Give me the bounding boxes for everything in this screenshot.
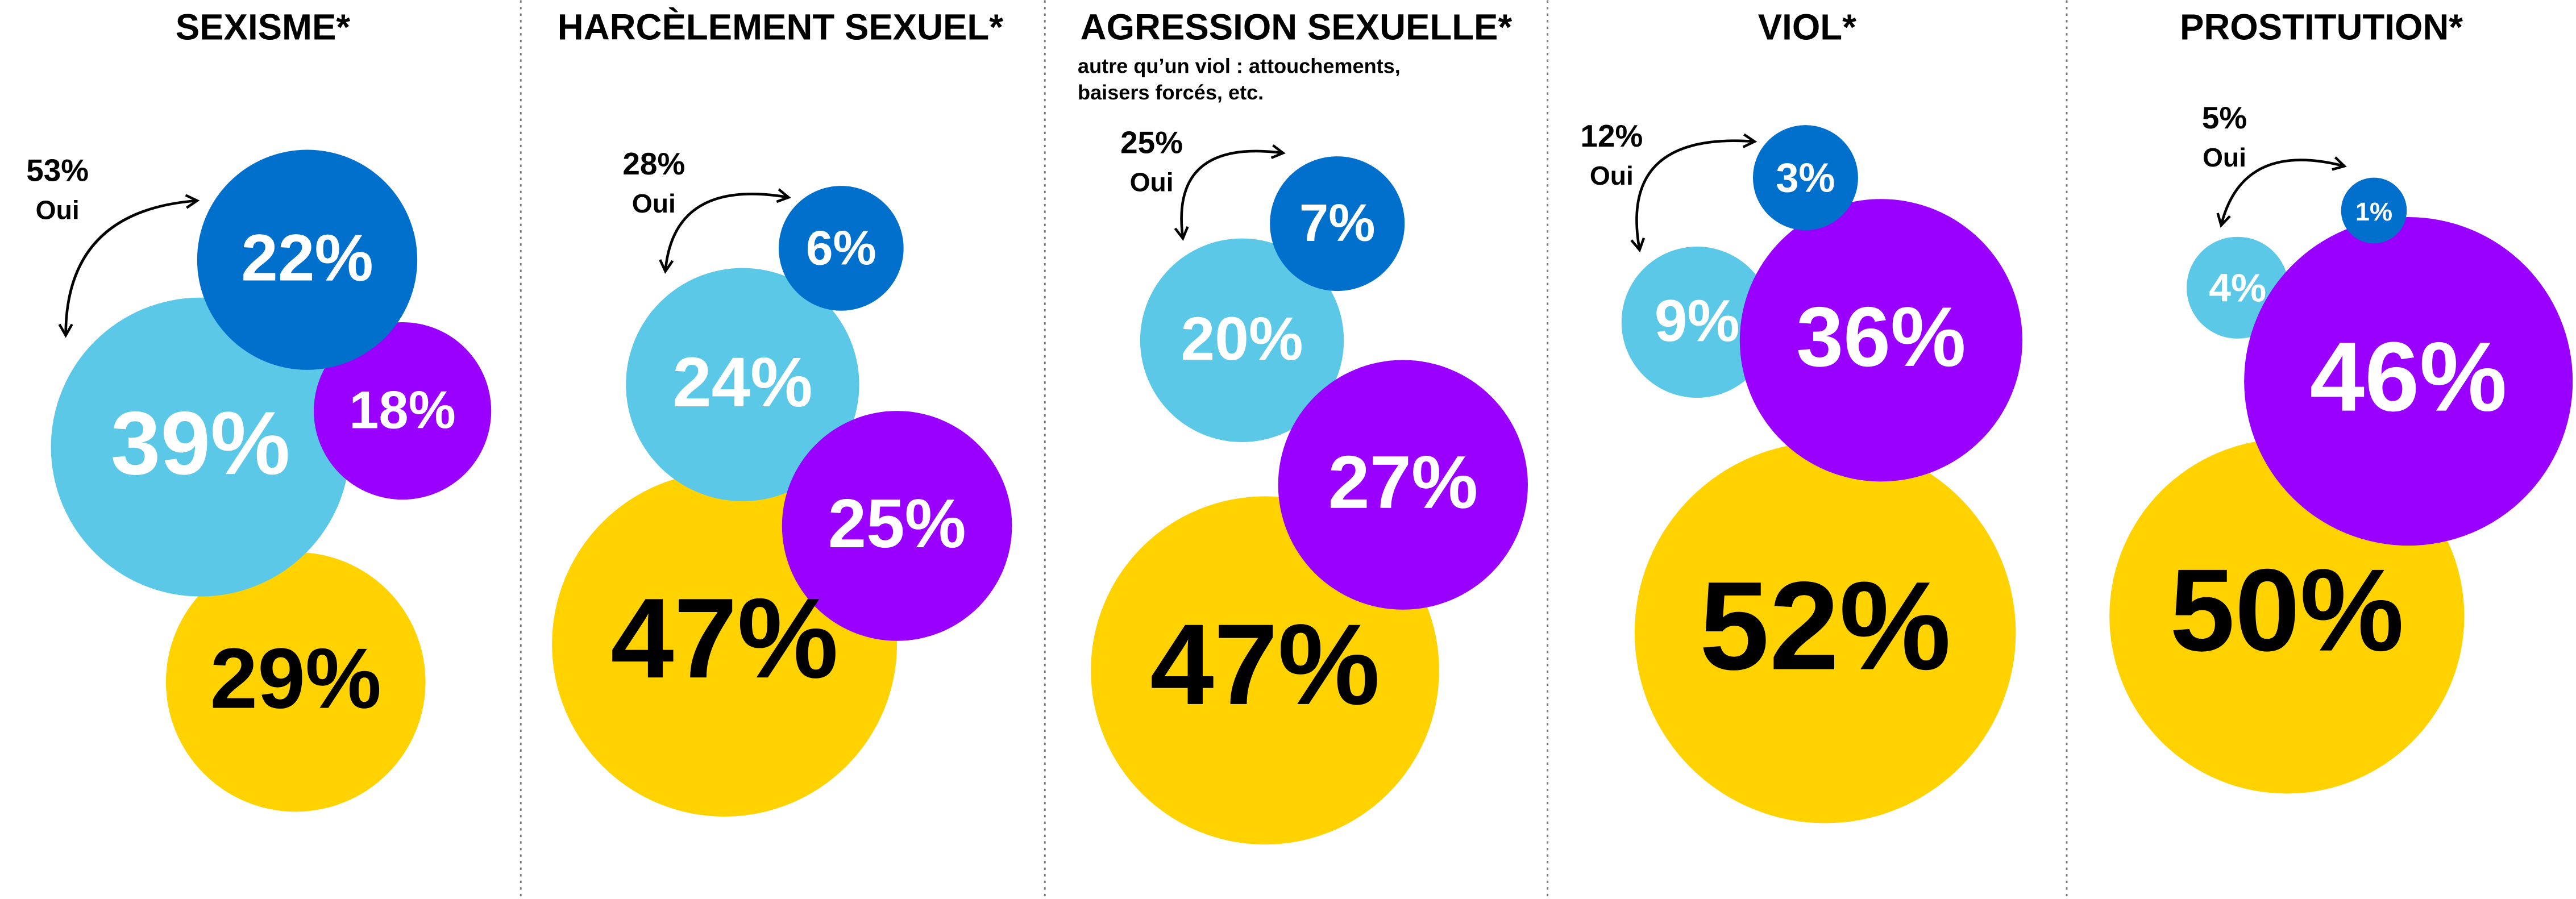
arrow bbox=[58, 194, 200, 338]
bubble bbox=[314, 322, 492, 500]
bubble bbox=[1278, 360, 1528, 610]
bubble-label: 29% bbox=[210, 631, 381, 726]
bubble-label: 25% bbox=[828, 485, 966, 562]
bubble-label: 46% bbox=[2310, 322, 2507, 432]
arrow bbox=[1174, 144, 1286, 242]
bubble-label: 4% bbox=[2209, 266, 2266, 310]
panel-title: VIOL* bbox=[1758, 7, 1856, 47]
bubble bbox=[2244, 217, 2573, 546]
bubble bbox=[1634, 442, 2016, 823]
bubble-label: 7% bbox=[1299, 193, 1376, 252]
bubble-label: 18% bbox=[349, 380, 455, 440]
arrow bbox=[659, 188, 791, 274]
bubble bbox=[1739, 199, 2022, 482]
bubble bbox=[2341, 177, 2407, 244]
bubble-label: 27% bbox=[1328, 440, 1478, 524]
bubble-label: 47% bbox=[1150, 600, 1380, 729]
annotation-value: 5% bbox=[2202, 100, 2247, 135]
bubble bbox=[779, 186, 904, 311]
bubble-label: 1% bbox=[2355, 197, 2392, 226]
annotation-text: Oui bbox=[2203, 143, 2246, 172]
bubble-label: 39% bbox=[111, 393, 290, 493]
arrow bbox=[2216, 156, 2347, 228]
bubble bbox=[1270, 156, 1405, 292]
annotation-value: 53% bbox=[26, 152, 89, 188]
panel-subtitle: autre qu’un viol : attouchements, bbox=[1078, 55, 1401, 78]
annotation-text: Oui bbox=[36, 195, 80, 225]
bubble bbox=[51, 297, 350, 597]
bubble-label: 50% bbox=[2170, 544, 2404, 676]
bubble bbox=[626, 268, 859, 502]
annotation-text: Oui bbox=[1590, 161, 1634, 190]
bubble bbox=[1140, 238, 1344, 442]
bubble-label: 47% bbox=[610, 575, 838, 702]
panel-title: PROSTITUTION* bbox=[2180, 7, 2463, 47]
panel-title: AGRESSION SEXUELLE* bbox=[1081, 7, 1513, 47]
bubble bbox=[782, 411, 1012, 641]
bubble-label: 6% bbox=[806, 220, 876, 275]
bubble-label: 36% bbox=[1796, 289, 1966, 384]
bubble bbox=[197, 149, 418, 370]
bubble bbox=[165, 552, 426, 812]
bubble-label: 22% bbox=[241, 221, 373, 295]
bubble-label: 52% bbox=[1700, 556, 1951, 696]
panel-title: SEXISME* bbox=[176, 7, 351, 47]
bubble-label: 24% bbox=[672, 344, 812, 422]
annotation-value: 12% bbox=[1580, 118, 1643, 153]
panel-title: HARCÈLEMENT SEXUEL* bbox=[558, 7, 1003, 47]
bubble bbox=[1621, 247, 1773, 398]
annotation-value: 25% bbox=[1120, 124, 1183, 160]
arrow bbox=[1630, 133, 1758, 253]
annotation-text: Oui bbox=[632, 189, 676, 218]
bubble-label: 3% bbox=[1776, 155, 1835, 201]
bubble-label: 20% bbox=[1181, 305, 1303, 373]
annotation-value: 28% bbox=[622, 146, 685, 181]
bubble bbox=[1752, 125, 1858, 231]
bubble-label: 9% bbox=[1655, 288, 1740, 353]
panel-subtitle: baisers forcés, etc. bbox=[1078, 81, 1264, 104]
annotation-text: Oui bbox=[1130, 167, 1174, 197]
